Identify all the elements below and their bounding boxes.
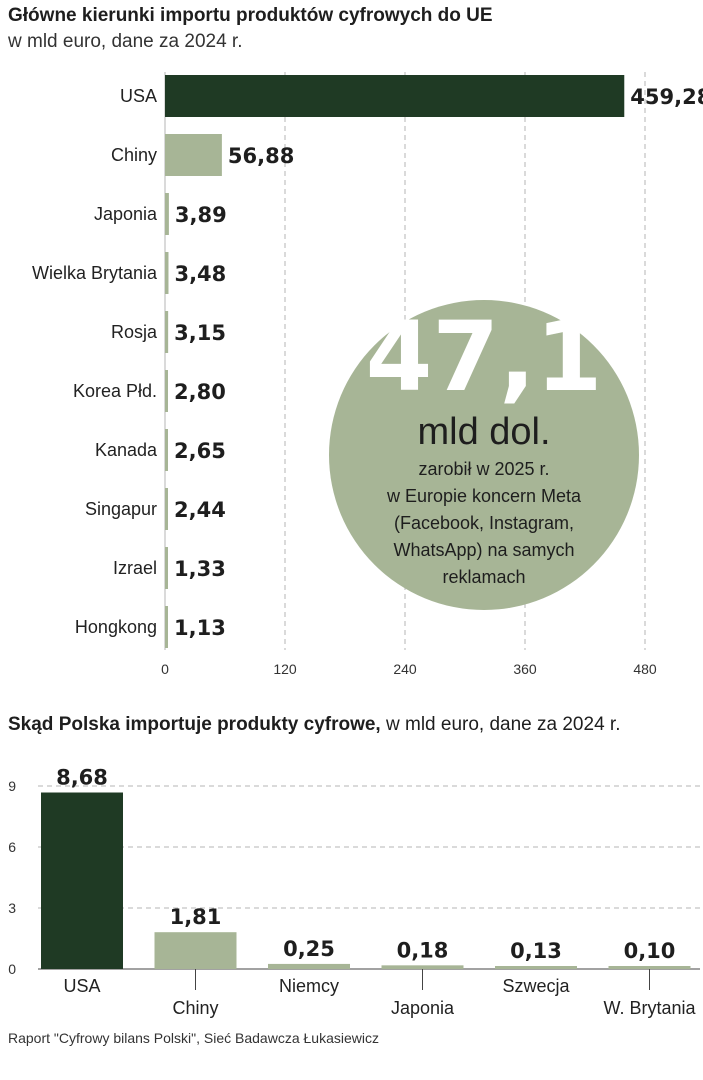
category-label: Korea Płd.: [73, 381, 157, 401]
bar: [165, 547, 168, 589]
data-label: 3,48: [174, 262, 226, 286]
x-tick-label: 360: [513, 661, 537, 677]
bar: [165, 488, 168, 530]
category-label: W. Brytania: [603, 998, 696, 1018]
data-label: 459,28: [630, 85, 703, 109]
y-tick-label: 6: [8, 839, 16, 855]
bubble-line: w Europie koncern Meta: [386, 486, 582, 506]
chart-title: Główne kierunki importu produktów cyfrow…: [8, 5, 493, 26]
y-tick-label: 0: [8, 961, 16, 977]
data-label: 2,44: [174, 498, 226, 522]
category-label: Izrael: [113, 558, 157, 578]
bar: [165, 193, 169, 235]
chart2-title-rest: w mld euro, dane za 2024 r.: [380, 714, 621, 735]
bar: [268, 963, 350, 969]
bubble-line: zarobił w 2025 r.: [418, 459, 549, 479]
data-label: 0,10: [624, 939, 676, 963]
data-label: 2,65: [174, 439, 226, 463]
data-label: 0,18: [397, 938, 449, 962]
bubble-line: (Facebook, Instagram,: [394, 513, 574, 533]
bar: [165, 429, 168, 471]
x-tick-label: 120: [273, 661, 297, 677]
y-tick-label: 3: [8, 900, 16, 916]
category-label: Chiny: [111, 145, 157, 165]
category-label: Singapur: [85, 499, 157, 519]
data-label: 8,68: [56, 766, 108, 790]
bar: [165, 75, 625, 117]
data-label: 0,13: [510, 939, 562, 963]
bar: [495, 966, 577, 969]
bar: [165, 370, 168, 412]
data-label: 1,33: [174, 557, 226, 581]
category-label: Chiny: [172, 998, 218, 1018]
category-label: Japonia: [391, 998, 455, 1018]
bar: [165, 606, 168, 648]
bar: [381, 965, 464, 969]
category-label: Kanada: [95, 440, 158, 460]
category-label: Niemcy: [279, 976, 339, 996]
bar: [165, 311, 169, 353]
y-tick-label: 9: [8, 778, 16, 794]
bubble-line: reklamach: [442, 567, 525, 587]
data-label: 1,13: [174, 616, 226, 640]
source-note: Raport "Cyfrowy bilans Polski", Sieć Bad…: [8, 1030, 379, 1046]
x-tick-label: 240: [393, 661, 417, 677]
category-label: Japonia: [94, 204, 158, 224]
chart2-title-bold: Skąd Polska importuje produkty cyfrowe,: [8, 714, 381, 735]
data-label: 2,80: [174, 380, 226, 404]
bubble-value: 47,1: [366, 301, 603, 413]
bar: [41, 792, 123, 969]
category-label: Rosja: [111, 322, 158, 342]
category-label: USA: [120, 86, 157, 106]
chart2-title: Skąd Polska importuje produkty cyfrowe, …: [8, 714, 620, 736]
category-label: Szwecja: [502, 976, 570, 996]
meta-revenue-bubble: 47,1 mld dol. zarobił w 2025 r. w Europi…: [329, 300, 639, 610]
bar: [154, 932, 237, 969]
bar: [165, 252, 169, 294]
data-label: 0,25: [283, 937, 335, 961]
eu-import-bar-chart: 0 120 240 360 480 USA 459,28 Chiny 56,88 Japonia 3…: [32, 72, 703, 677]
data-label: 3,15: [174, 321, 226, 345]
data-label: 1,81: [170, 905, 222, 929]
category-label: USA: [63, 976, 100, 996]
category-label: Wielka Brytania: [32, 263, 158, 283]
chart-subtitle: w mld euro, dane za 2024 r.: [8, 31, 243, 52]
bar: [165, 134, 222, 176]
x-tick-label: 480: [633, 661, 657, 677]
bubble-circle: [329, 300, 639, 610]
data-label: 56,88: [228, 144, 294, 168]
bubble-line: WhatsApp) na samych: [393, 540, 574, 560]
data-label: 3,89: [175, 203, 227, 227]
category-label: Hongkong: [75, 617, 157, 637]
bar: [608, 966, 691, 969]
x-tick-label: 0: [161, 661, 169, 677]
bubble-unit: mld dol.: [417, 411, 550, 453]
